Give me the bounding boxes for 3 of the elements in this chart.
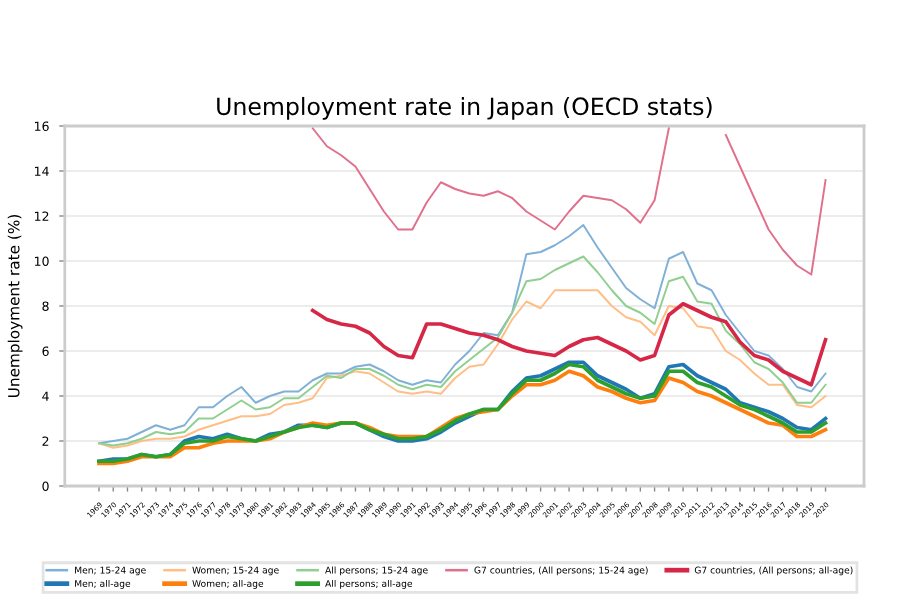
line-series: [310, 301, 828, 387]
line-series: [98, 289, 827, 449]
chart-title: Unemployment rate in Japan (OECD stats): [217, 96, 712, 120]
